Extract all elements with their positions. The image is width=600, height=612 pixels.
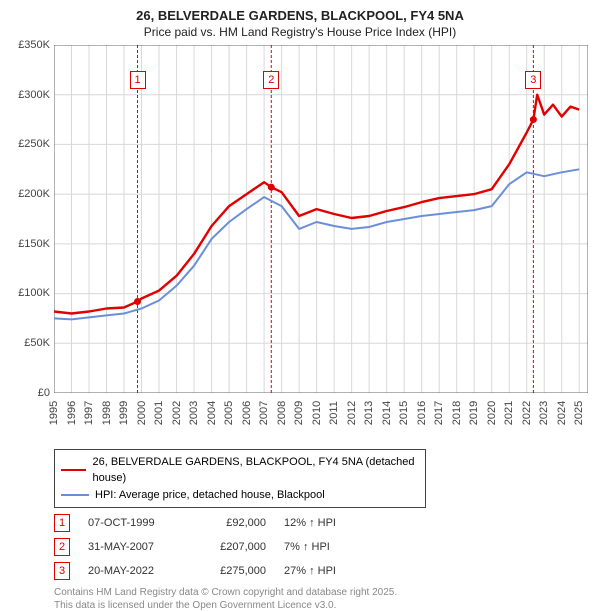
x-tick-label: 2016	[416, 401, 428, 425]
x-tick-label: 2001	[153, 401, 165, 425]
sales-date: 31-MAY-2007	[88, 541, 178, 553]
x-tick-label: 1998	[101, 401, 113, 425]
sale-marker: 1	[130, 71, 146, 89]
sales-diff: 7% ↑ HPI	[284, 541, 374, 553]
x-tick-label: 2019	[468, 401, 480, 425]
x-tick-label: 2007	[258, 401, 270, 425]
line-chart	[54, 45, 588, 393]
sale-marker: 3	[525, 71, 541, 89]
x-tick-label: 2002	[171, 401, 183, 425]
sales-row: 3 20-MAY-2022 £275,000 27% ↑ HPI	[54, 562, 588, 580]
x-tick-label: 2020	[486, 401, 498, 425]
x-tick-label: 2004	[206, 401, 218, 425]
x-tick-label: 2000	[136, 401, 148, 425]
sales-diff: 27% ↑ HPI	[284, 565, 374, 577]
sales-marker: 3	[54, 562, 70, 580]
sales-date: 07-OCT-1999	[88, 517, 178, 529]
footer-line: Contains HM Land Registry data © Crown c…	[54, 586, 588, 599]
x-tick-label: 2010	[311, 401, 323, 425]
x-tick-label: 2024	[556, 401, 568, 425]
x-tick-label: 2018	[451, 401, 463, 425]
sale-marker: 2	[263, 71, 279, 89]
footer-attribution: Contains HM Land Registry data © Crown c…	[54, 586, 588, 612]
x-tick-label: 2008	[276, 401, 288, 425]
x-tick-label: 2006	[241, 401, 253, 425]
sales-row: 1 07-OCT-1999 £92,000 12% ↑ HPI	[54, 514, 588, 532]
x-tick-label: 2009	[293, 401, 305, 425]
chart-title: 26, BELVERDALE GARDENS, BLACKPOOL, FY4 5…	[12, 8, 588, 25]
x-tick-label: 2003	[188, 401, 200, 425]
y-tick-label: £200K	[18, 188, 50, 200]
y-tick-label: £50K	[24, 337, 50, 349]
sales-marker: 1	[54, 514, 70, 532]
legend-item-hpi: HPI: Average price, detached house, Blac…	[61, 487, 419, 504]
x-tick-label: 2021	[503, 401, 515, 425]
x-tick-label: 2022	[521, 401, 533, 425]
y-tick-label: £0	[38, 387, 50, 399]
chart-area: £0£50K£100K£150K£200K£250K£300K£350K1995…	[12, 45, 588, 441]
y-tick-label: £150K	[18, 238, 50, 250]
y-tick-label: £300K	[18, 89, 50, 101]
sales-table: 1 07-OCT-1999 £92,000 12% ↑ HPI 2 31-MAY-2007…	[54, 514, 588, 580]
x-tick-label: 2005	[223, 401, 235, 425]
sales-price: £92,000	[196, 517, 266, 529]
legend-label: HPI: Average price, detached house, Blac…	[95, 487, 325, 504]
x-tick-label: 2025	[573, 401, 585, 425]
x-tick-label: 2023	[538, 401, 550, 425]
x-tick-label: 2012	[346, 401, 358, 425]
legend: 26, BELVERDALE GARDENS, BLACKPOOL, FY4 5…	[54, 449, 426, 509]
y-tick-label: £350K	[18, 39, 50, 51]
sales-diff: 12% ↑ HPI	[284, 517, 374, 529]
x-tick-label: 2015	[398, 401, 410, 425]
y-tick-label: £100K	[18, 287, 50, 299]
sales-row: 2 31-MAY-2007 £207,000 7% ↑ HPI	[54, 538, 588, 556]
x-tick-label: 2014	[381, 401, 393, 425]
footer-line: This data is licensed under the Open Gov…	[54, 599, 588, 612]
sales-price: £275,000	[196, 565, 266, 577]
x-tick-label: 2017	[433, 401, 445, 425]
legend-label: 26, BELVERDALE GARDENS, BLACKPOOL, FY4 5…	[92, 454, 419, 487]
chart-subtitle: Price paid vs. HM Land Registry's House …	[12, 25, 588, 39]
x-tick-label: 1997	[83, 401, 95, 425]
sales-marker: 2	[54, 538, 70, 556]
x-tick-label: 1999	[118, 401, 130, 425]
sales-price: £207,000	[196, 541, 266, 553]
sales-date: 20-MAY-2022	[88, 565, 178, 577]
legend-item-price-paid: 26, BELVERDALE GARDENS, BLACKPOOL, FY4 5…	[61, 454, 419, 487]
x-tick-label: 2013	[363, 401, 375, 425]
x-tick-label: 2011	[328, 401, 340, 425]
x-tick-label: 1996	[66, 401, 78, 425]
x-tick-label: 1995	[48, 401, 60, 425]
legend-swatch	[61, 469, 86, 471]
y-tick-label: £250K	[18, 138, 50, 150]
legend-swatch	[61, 494, 89, 496]
